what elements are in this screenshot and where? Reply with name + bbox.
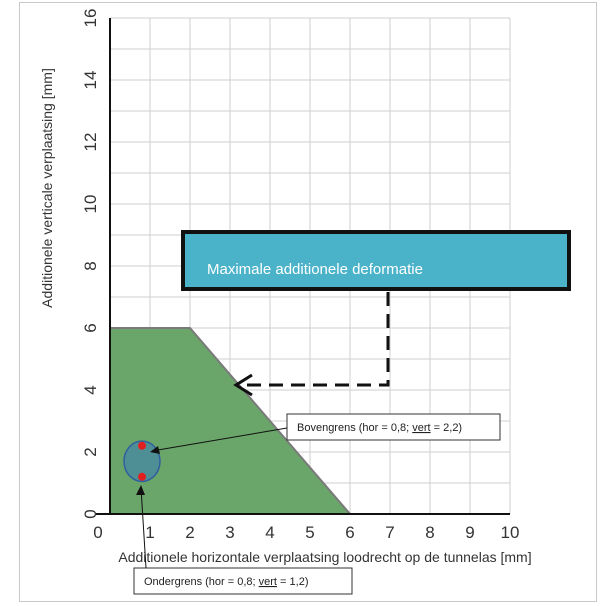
x-tick-label: 5 — [305, 523, 314, 542]
callout: Maximale additionele deformatie — [181, 230, 571, 397]
x-tick-label: 3 — [225, 523, 234, 542]
y-tick-label: 2 — [81, 447, 100, 456]
x-tick-label: 7 — [385, 523, 394, 542]
lower-bound-arrowhead — [136, 485, 145, 495]
x-tick-label: 2 — [185, 523, 194, 542]
x-tick-label: 9 — [465, 523, 474, 542]
deformation-ellipse — [123, 440, 161, 483]
callout-arrowhead — [233, 373, 253, 397]
x-tick-label: 1 — [145, 523, 154, 542]
y-tick-label: 10 — [81, 195, 100, 214]
x-tick-label: 10 — [501, 523, 520, 542]
y-tick-label: 8 — [81, 261, 100, 270]
y-tick-label: 4 — [81, 385, 100, 394]
upper-bound-annotation: Bovengrens (hor = 0,8; vert = 2,2) — [150, 413, 501, 454]
x-axis-label: Additionele horizontale verplaatsing loo… — [118, 549, 531, 565]
y-tick-label: 6 — [81, 323, 100, 332]
x-tick-label: 0 — [93, 523, 102, 542]
upper-bound-leader — [151, 427, 288, 452]
axes — [96, 18, 510, 515]
callout-dashed-arrow — [240, 292, 390, 387]
x-tick-label: 6 — [345, 523, 354, 542]
y-tick-label: 16 — [81, 9, 100, 28]
y-tick-label: 12 — [81, 133, 100, 152]
callout-box — [181, 230, 571, 291]
upper-bound-box — [286, 413, 501, 441]
lower-bound-leader — [140, 487, 147, 569]
lower-bound-point — [138, 472, 146, 481]
lower-bound-annotation: Ondergrens (hor = 0,8; vert = 1,2) — [133, 485, 353, 595]
markers — [123, 440, 161, 483]
y-tick-label: 0 — [81, 509, 100, 518]
lower-bound-label: Ondergrens (hor = 0,8; vert = 1,2) — [144, 576, 309, 588]
y-tick-label: 14 — [81, 71, 100, 90]
x-tick-label: 4 — [265, 523, 274, 542]
x-tick-label: 8 — [425, 523, 434, 542]
upper-bound-point — [138, 441, 146, 450]
upper-bound-label: Bovengrens (hor = 0,8; vert = 2,2) — [297, 422, 462, 434]
lower-bound-box — [133, 567, 353, 595]
y-axis-label: Additionele verticale verplaatsing [mm] — [39, 68, 55, 308]
callout-text: Maximale additionele deformatie — [207, 261, 423, 278]
upper-bound-arrowhead — [150, 446, 160, 454]
